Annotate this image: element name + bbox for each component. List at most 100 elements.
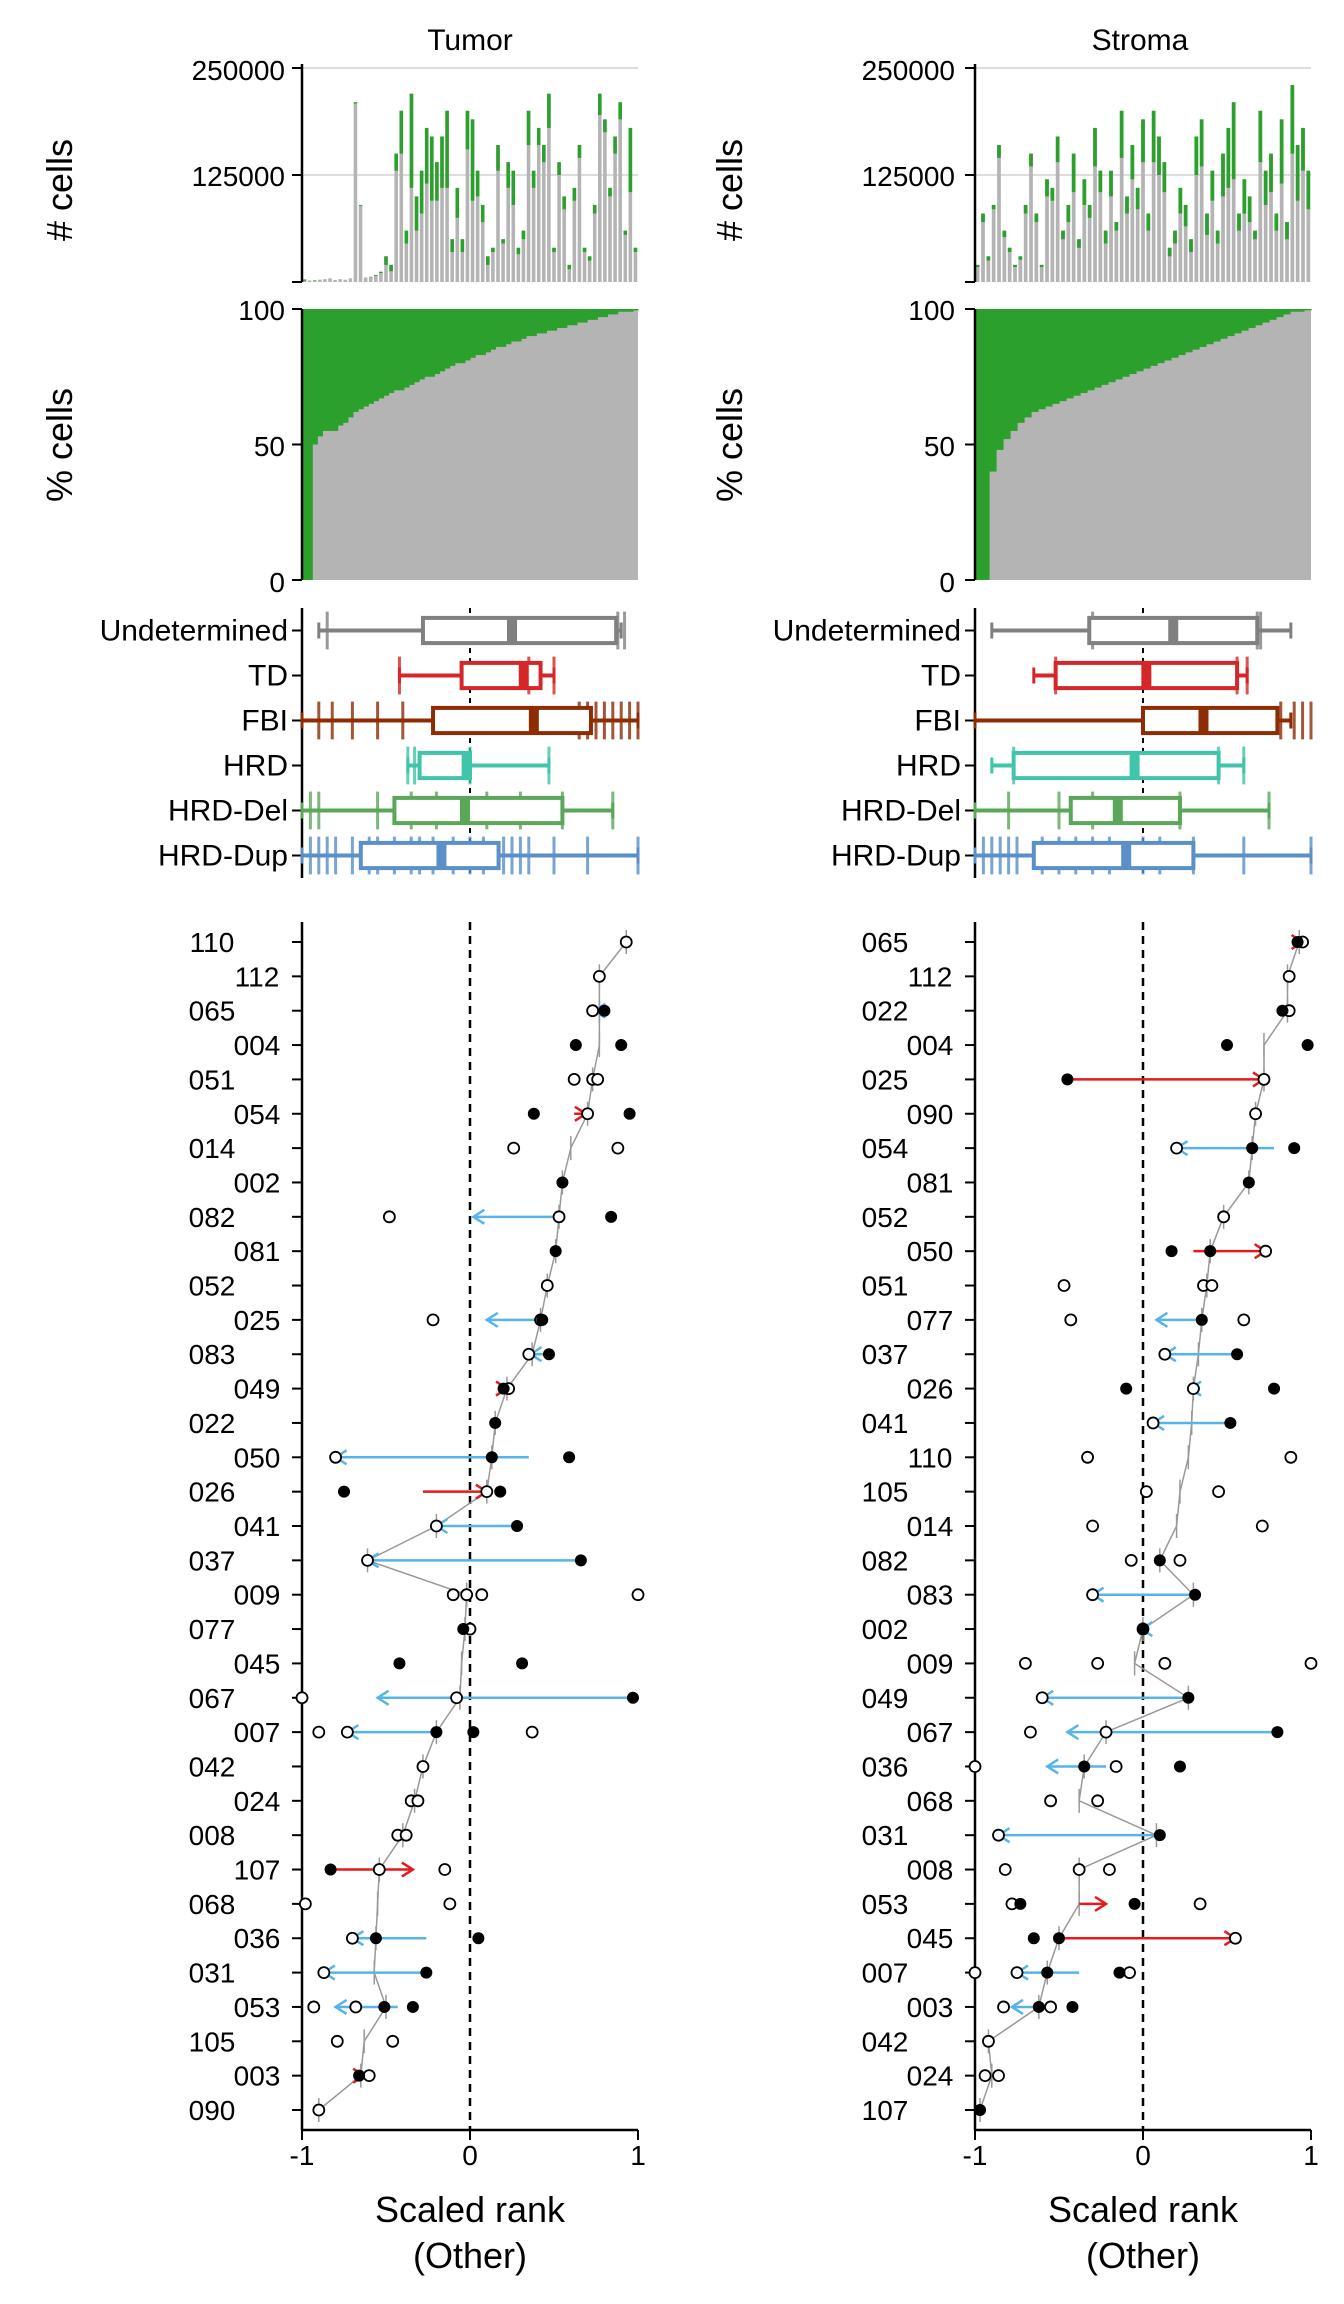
box-median bbox=[1129, 752, 1140, 779]
rank-point-filled bbox=[430, 1726, 443, 1739]
rank-point-filled bbox=[1242, 1176, 1255, 1189]
rank-point-filled bbox=[1204, 1245, 1217, 1258]
pct-bar-green bbox=[352, 309, 359, 412]
pct-bar-green bbox=[1164, 309, 1172, 361]
pct-bar-green bbox=[1045, 309, 1053, 407]
pct-bar-green bbox=[1017, 309, 1025, 423]
count-bar-green bbox=[1141, 119, 1145, 163]
pct-bar-green bbox=[597, 309, 603, 318]
rank-point-open bbox=[1072, 1863, 1086, 1876]
rank-point-open bbox=[446, 1588, 460, 1602]
rank-point-open bbox=[1010, 1966, 1024, 1979]
box-label: Undetermined bbox=[773, 615, 961, 648]
count-bar-green bbox=[633, 247, 638, 253]
rank-row-label: 002 bbox=[862, 1614, 909, 1645]
count-bar-green bbox=[1210, 170, 1215, 201]
count-bar-gray bbox=[1055, 136, 1060, 282]
count-bar-gray bbox=[328, 278, 332, 282]
pct-bar-green bbox=[1192, 309, 1200, 350]
rank-point-open bbox=[567, 1073, 581, 1086]
count-bar-gray bbox=[613, 136, 617, 282]
count-bar-gray bbox=[450, 239, 454, 282]
box-label: HRD bbox=[896, 750, 961, 783]
count-bar-green bbox=[623, 230, 628, 235]
count-bar-green bbox=[389, 264, 393, 272]
percent-plot-tumor bbox=[292, 308, 639, 581]
rank-point-filled bbox=[1153, 1554, 1166, 1567]
count-bar-gray bbox=[1077, 239, 1081, 282]
count-bar-gray bbox=[1157, 136, 1161, 282]
pct-bar-green bbox=[566, 309, 573, 326]
pct-bar-green bbox=[307, 309, 313, 580]
count-bar-green bbox=[440, 136, 444, 188]
rank-point-open bbox=[1057, 1279, 1071, 1292]
rank-point-open bbox=[1124, 1553, 1138, 1567]
pct-bar-green bbox=[1052, 309, 1060, 404]
rank-point-open bbox=[1170, 1141, 1183, 1155]
pct-bar-green bbox=[1143, 309, 1151, 369]
pct-bar-green bbox=[1171, 309, 1179, 358]
count-bar-green bbox=[531, 170, 536, 188]
rank-row-label: 008 bbox=[189, 1820, 236, 1851]
count-bar-green bbox=[1253, 230, 1257, 240]
pct-bar-green bbox=[1066, 309, 1074, 399]
count-tick-tumor-250000: 250000 bbox=[192, 55, 285, 86]
rank-point-open bbox=[340, 1725, 354, 1739]
rank-point-filled bbox=[472, 1932, 485, 1945]
rank-point-open bbox=[416, 1760, 430, 1773]
rank-point-filled bbox=[338, 1485, 350, 1498]
pct-bar-green bbox=[332, 309, 339, 431]
count-bar-gray bbox=[353, 102, 358, 283]
rank-point-open bbox=[349, 2000, 363, 2014]
count-bar-gray bbox=[1231, 102, 1236, 283]
count-bar-gray bbox=[348, 278, 353, 282]
pct-bar-green bbox=[1255, 309, 1263, 326]
rank-row-label: 082 bbox=[189, 1202, 236, 1233]
count-bar-green bbox=[1274, 213, 1279, 231]
count-bar-green bbox=[613, 136, 617, 154]
cell-count-plot-tumor bbox=[292, 64, 638, 283]
rank-row-label: 025 bbox=[234, 1305, 281, 1336]
rank-point-open bbox=[1099, 1725, 1113, 1739]
rank-point-filled bbox=[1078, 1760, 1091, 1773]
count-bar-gray bbox=[1194, 136, 1199, 282]
rank-row-label: 004 bbox=[907, 1030, 954, 1061]
count-bar-green bbox=[496, 145, 500, 171]
rank-point-filled bbox=[1027, 1932, 1040, 1945]
rank-point-open bbox=[1259, 1244, 1273, 1258]
count-bar-gray bbox=[1146, 213, 1151, 282]
pct-bar-green bbox=[627, 309, 634, 312]
count-bar-green bbox=[1087, 204, 1092, 218]
pct-bar-green bbox=[1178, 309, 1186, 356]
rank-arrow-head bbox=[471, 1208, 486, 1225]
rank-row-label: 045 bbox=[234, 1648, 281, 1679]
count-bar-green bbox=[419, 170, 424, 214]
count-bar-gray bbox=[1301, 127, 1305, 282]
count-bar-green bbox=[1114, 222, 1119, 231]
count-bar-green bbox=[603, 119, 607, 133]
pct-bar-green bbox=[1094, 309, 1102, 388]
boxplot-stroma: Undetermined TD FBI HRD HRD-Del HRD-Dup bbox=[773, 608, 1313, 878]
ylabel-pct-tumor-text: % cells bbox=[39, 388, 80, 502]
rank-point-filled bbox=[393, 1657, 406, 1670]
pct-bar-green bbox=[546, 309, 553, 331]
count-bar-green bbox=[445, 110, 449, 188]
rank-row-label: 014 bbox=[189, 1133, 236, 1164]
rank-point-filled bbox=[615, 1039, 628, 1052]
count-bar-green bbox=[1199, 119, 1204, 167]
pct-bar-green bbox=[592, 309, 598, 320]
rank-point-open bbox=[1257, 1073, 1271, 1086]
box-label: FBI bbox=[241, 705, 288, 738]
count-tick-stroma-125000: 125000 bbox=[862, 161, 955, 192]
rank-point-filled bbox=[467, 1726, 480, 1739]
rank-point-filled bbox=[1014, 1897, 1027, 1910]
count-bar-green bbox=[986, 256, 991, 261]
rank-point-open bbox=[312, 2103, 326, 2117]
pct-bar-green bbox=[1199, 309, 1207, 347]
count-bar-green bbox=[1007, 247, 1012, 253]
rank-arrow-head bbox=[1154, 1311, 1169, 1328]
pct-bar-green bbox=[1031, 309, 1039, 412]
count-bar-gray bbox=[384, 256, 388, 282]
pct-bar-green bbox=[393, 309, 400, 391]
